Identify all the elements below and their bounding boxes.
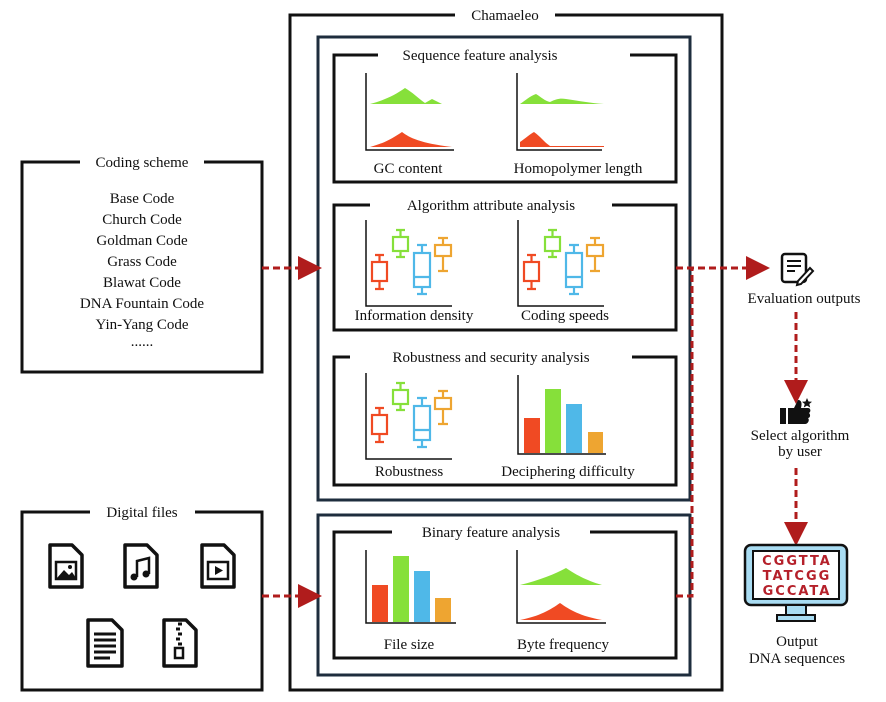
text-document-icon	[86, 618, 124, 668]
monitor-icon	[743, 543, 849, 622]
homopolymer-length-label: Homopolymer length	[514, 161, 643, 177]
dna-sequence-row: GCCATA	[763, 584, 832, 599]
music-file-icon	[123, 543, 159, 589]
deciphering-bar-blue	[566, 404, 582, 453]
sequence-title: Sequence feature analysis	[403, 48, 558, 64]
coding-scheme-item: Church Code	[102, 212, 182, 228]
robustness-label: Robustness	[375, 464, 444, 480]
gc-axis	[365, 73, 454, 151]
homopolymer-red-density	[520, 132, 604, 147]
coding-scheme-item: ......	[131, 334, 154, 350]
evaluation-outputs-label: Evaluation outputs	[748, 291, 861, 307]
coding-scheme-item: Blawat Code	[103, 275, 181, 291]
gc-content-label: GC content	[374, 161, 444, 177]
digital-files-box	[20, 510, 264, 692]
homopolymer-green-density	[520, 94, 604, 104]
file-size-bar-orange	[435, 598, 451, 622]
zip-file-icon	[162, 618, 198, 668]
file-size-bar-red	[372, 585, 388, 622]
binary-title: Binary feature analysis	[422, 525, 560, 541]
digital-files-title: Digital files	[106, 505, 177, 521]
report-edit-icon	[780, 252, 815, 287]
byte-frequency-axis	[516, 550, 606, 624]
deciphering-bar-orange	[588, 432, 603, 453]
coding-scheme-box	[20, 160, 264, 374]
coding-scheme-item: Base Code	[110, 191, 175, 207]
byte-frequency-label: Byte frequency	[517, 637, 610, 653]
binary-to-evaluation-connector	[676, 268, 694, 598]
algorithm-title: Algorithm attribute analysis	[407, 198, 575, 214]
coding-speeds-boxplot	[516, 218, 606, 308]
information-density-boxplot	[365, 220, 453, 307]
coding-speeds-label: Coding speeds	[521, 308, 609, 324]
sequence-box	[332, 53, 678, 184]
output-label-line2: DNA sequences	[749, 651, 845, 667]
select-algorithm-label-line1: Select algorithm	[751, 428, 850, 444]
select-algorithm-label-line2: by user	[778, 444, 822, 460]
homopolymer-axis	[516, 73, 602, 151]
coding-scheme-title: Coding scheme	[96, 155, 189, 171]
deciphering-bar-red	[524, 418, 540, 453]
deciphering-bar-green	[545, 389, 561, 453]
algorithm-box	[332, 203, 678, 332]
gc-red-density	[370, 132, 452, 147]
byte-frequency-red-density	[520, 603, 602, 620]
coding-scheme-item: Yin-Yang Code	[95, 317, 188, 333]
information-density-label: Information density	[355, 308, 474, 324]
binary-box	[332, 530, 678, 660]
gc-green-density	[370, 88, 442, 104]
chamaeleo-frame	[288, 13, 724, 692]
analysis-group-frame	[316, 35, 692, 502]
dna-sequence-row: CGGTTA	[762, 554, 832, 569]
file-size-bar-blue	[414, 571, 430, 622]
robustness-boxplot	[364, 371, 454, 461]
robustness-title: Robustness and security analysis	[392, 350, 589, 366]
coding-scheme-item: Grass Code	[107, 254, 177, 270]
robustness-box	[332, 355, 678, 487]
image-file-icon	[48, 543, 84, 589]
deciphering-difficulty-label: Deciphering difficulty	[501, 464, 635, 480]
coding-scheme-item: DNA Fountain Code	[80, 296, 205, 312]
chamaeleo-title: Chamaeleo	[471, 8, 538, 24]
dna-sequence-row: TATCGG	[763, 569, 832, 584]
file-size-bar-green	[393, 556, 409, 622]
thumbs-up-star-icon	[780, 398, 812, 424]
deciphering-axis	[517, 375, 606, 455]
video-file-icon	[200, 543, 236, 589]
file-size-label: File size	[384, 637, 435, 653]
file-size-axis	[365, 550, 456, 624]
byte-frequency-green-density	[520, 568, 602, 585]
coding-scheme-item: Goldman Code	[96, 233, 188, 249]
output-label-line1: Output	[776, 634, 819, 650]
